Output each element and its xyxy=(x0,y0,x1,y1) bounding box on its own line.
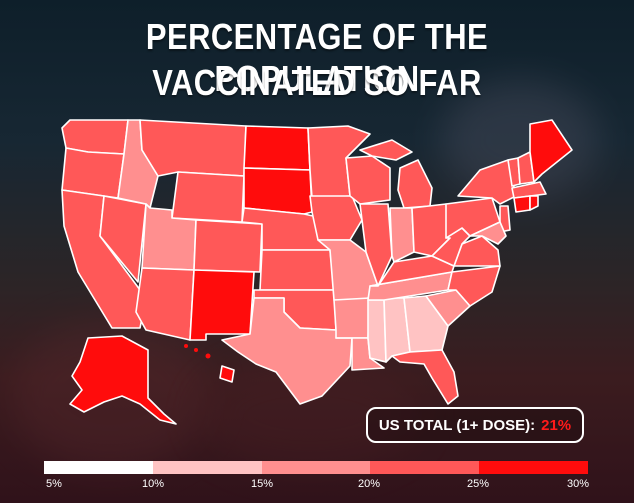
legend-tick-label: 5% xyxy=(46,478,62,490)
legend-bin-1 xyxy=(44,461,153,474)
state-hawaii-island xyxy=(219,365,235,383)
state-indiana xyxy=(389,207,415,263)
state-maryland xyxy=(469,221,507,245)
state-michigan-lower xyxy=(397,159,433,209)
state-connecticut xyxy=(513,195,531,213)
us-total-value: 21% xyxy=(541,416,572,434)
state-new-york xyxy=(457,159,517,205)
state-florida xyxy=(391,349,459,405)
legend-tick-label: 15% xyxy=(250,478,274,490)
legend-tick-label: 25% xyxy=(466,478,490,490)
state-new-mexico xyxy=(189,269,255,341)
state-north-carolina xyxy=(447,265,501,307)
state-hawaii-islet xyxy=(184,344,188,348)
state-texas xyxy=(221,297,353,405)
state-south-dakota xyxy=(243,167,313,215)
state-colorado xyxy=(193,219,263,273)
legend-color-bar xyxy=(44,461,588,474)
state-georgia xyxy=(403,295,449,353)
title-line-2: VACCINATED SO FAR xyxy=(152,62,482,103)
us-total-label: US TOTAL (1+ DOSE): xyxy=(378,416,536,434)
legend-bin-5 xyxy=(479,461,588,474)
state-kansas xyxy=(259,249,335,291)
state-mississippi xyxy=(367,299,387,363)
state-iowa xyxy=(309,195,363,241)
legend-bin-3 xyxy=(261,461,371,474)
title-line-1: PERCENTAGE OF THE POPULATION xyxy=(145,16,489,99)
state-oregon xyxy=(61,147,125,199)
state-arkansas xyxy=(333,297,371,339)
state-montana xyxy=(139,119,247,177)
legend-tick-label: 10% xyxy=(141,478,165,490)
us-total-box: US TOTAL (1+ DOSE): 21% xyxy=(366,407,584,443)
state-arizona xyxy=(135,267,195,341)
state-michigan-upper xyxy=(359,139,413,161)
legend-tick-label: 30% xyxy=(566,478,590,490)
state-wisconsin xyxy=(345,155,391,205)
legend-bin-4 xyxy=(370,461,480,474)
state-wyoming xyxy=(171,171,245,223)
state-hawaii-islet xyxy=(205,353,211,359)
legend-bin-2 xyxy=(152,461,262,474)
legend-tick-label: 20% xyxy=(357,478,381,490)
state-hawaii-islet xyxy=(194,348,198,352)
state-rhode-island xyxy=(529,195,539,211)
state-alaska xyxy=(69,335,177,425)
state-maine xyxy=(529,119,573,183)
state-north-dakota xyxy=(243,125,311,171)
state-massachusetts xyxy=(511,181,547,199)
